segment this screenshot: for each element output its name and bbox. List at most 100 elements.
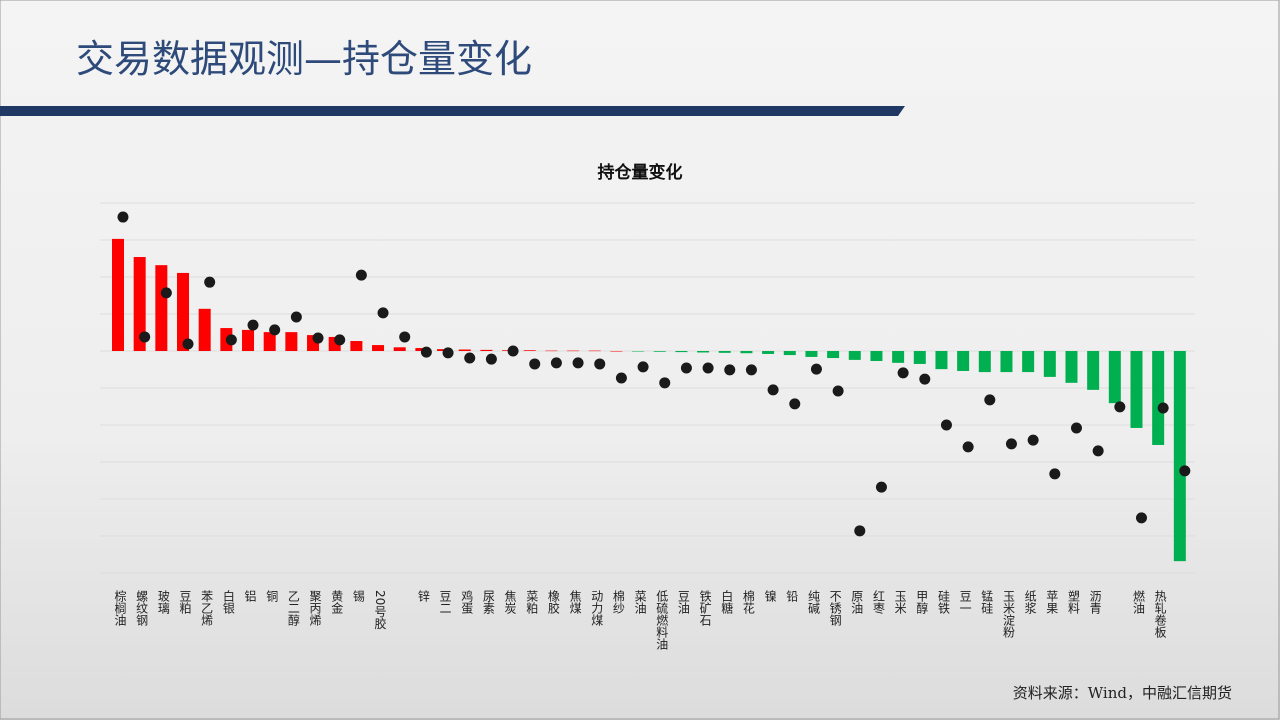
dot: [745, 364, 757, 376]
bar: [1130, 351, 1143, 428]
bar: [1173, 351, 1186, 562]
dot: [485, 353, 497, 365]
bar: [848, 351, 861, 360]
chart-title: 持仓量变化: [598, 162, 683, 183]
dot: [594, 358, 606, 370]
x-tick-label: 铅: [785, 590, 799, 602]
x-tick-label: 玻璃: [156, 590, 170, 615]
bar: [285, 332, 298, 351]
bar: [393, 347, 406, 351]
bar: [523, 350, 536, 351]
bar: [805, 351, 818, 357]
x-tick-label: 聚丙烯: [308, 590, 322, 626]
bar: [610, 351, 623, 352]
dot: [355, 269, 367, 281]
bar: [675, 351, 688, 353]
bar: [177, 272, 190, 351]
x-tick-label: 棉纱: [611, 590, 625, 614]
x-tick-label: 不锈钢: [828, 590, 842, 626]
dot: [680, 362, 692, 374]
x-tick-label: 豆油: [676, 590, 690, 614]
dot: [1005, 438, 1017, 450]
dot: [702, 362, 714, 374]
bar: [458, 349, 471, 351]
bar: [978, 351, 991, 373]
bar: [740, 351, 753, 354]
x-tick-label: 棉花: [741, 590, 755, 615]
dot: [377, 307, 389, 319]
dot: [789, 398, 801, 410]
x-tick-label: 塑料: [1066, 589, 1080, 614]
x-tick-label: 豆粕: [178, 590, 192, 614]
x-tick-label: 沥青: [1088, 590, 1102, 615]
dot: [1092, 445, 1104, 457]
bar: [1065, 351, 1078, 383]
bar: [870, 351, 883, 361]
x-tick-label: 白糖: [720, 589, 734, 615]
dot: [875, 481, 887, 493]
dot: [290, 311, 302, 323]
bar: [567, 350, 580, 352]
dot: [854, 525, 866, 537]
dot: [1070, 422, 1082, 434]
x-tick-label: 乙二醇: [286, 590, 300, 626]
dot: [1157, 402, 1169, 414]
bar: [112, 238, 124, 351]
bar: [242, 329, 255, 351]
bar: [827, 351, 840, 359]
x-tick-label: 玉米: [893, 590, 907, 614]
x-tick-label: 菜粕: [525, 590, 539, 614]
bar: [1108, 351, 1121, 404]
bar: [697, 351, 710, 353]
bar: [198, 308, 211, 351]
bar: [1087, 351, 1100, 390]
dot: [1049, 468, 1061, 480]
x-tick-label: 菜油: [633, 590, 647, 614]
dot: [984, 394, 996, 406]
dot: [637, 361, 649, 373]
bar: [372, 345, 385, 351]
x-tick-label: 燃油: [1131, 589, 1145, 614]
dot: [1135, 512, 1147, 524]
x-tick-label: 黄金: [330, 590, 344, 614]
dot: [919, 373, 931, 385]
bar: [133, 257, 146, 351]
x-tick-label: 焦炭: [503, 590, 517, 615]
x-tick-label: 白银: [221, 589, 235, 614]
x-tick-label: 镍: [763, 590, 777, 602]
x-tick-label: 铜: [265, 589, 279, 602]
bar: [957, 351, 970, 371]
x-tick-label: 铁矿石: [698, 590, 712, 626]
bar: [350, 341, 363, 351]
bar: [480, 349, 493, 351]
dot: [724, 364, 736, 376]
x-tick-label: 尿素: [481, 590, 495, 614]
bar: [415, 348, 428, 351]
x-tick-label: 甲醇: [915, 590, 929, 614]
dot: [572, 357, 584, 369]
x-tick-label: 铝: [243, 589, 257, 602]
x-tick-label: 橡胶: [546, 590, 560, 615]
dot: [550, 357, 562, 369]
x-tick-label: 苹果: [1045, 590, 1059, 614]
dot: [767, 384, 779, 396]
dot: [399, 331, 411, 343]
dot: [1114, 401, 1126, 413]
header-bar: [0, 106, 905, 116]
x-tick-label: 焦煤: [568, 590, 582, 614]
dot: [962, 441, 974, 453]
x-tick-label: 锡: [351, 589, 365, 603]
dot: [117, 211, 129, 223]
dot: [160, 287, 172, 299]
x-tick-label: 低硫燃料油: [655, 590, 669, 650]
x-tick-label: 20号胶: [373, 590, 387, 630]
dot: [507, 345, 519, 357]
x-tick-label: 红枣: [871, 589, 885, 615]
dot: [810, 363, 822, 375]
x-tick-label: 热轧卷板: [1153, 590, 1167, 639]
bar: [1022, 351, 1035, 373]
x-tick-label: 苯乙烯: [200, 590, 214, 626]
bar: [653, 351, 666, 352]
